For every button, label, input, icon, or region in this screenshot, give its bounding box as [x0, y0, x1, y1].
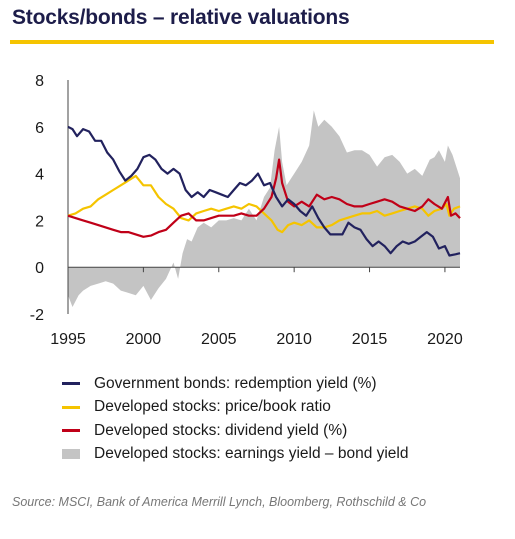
legend-label-bond-yield: Government bonds: redemption yield (%) — [94, 374, 377, 392]
x-tick-label: 2020 — [427, 331, 463, 348]
legend-label-earnings-gap: Developed stocks: earnings yield – bond … — [94, 445, 409, 463]
y-tick-label: 4 — [35, 167, 44, 184]
source-note: Source: MSCI, Bank of America Merrill Ly… — [12, 495, 427, 509]
title-underline — [10, 40, 494, 44]
legend-swatch-earnings-gap — [62, 449, 80, 460]
y-tick-label: 0 — [35, 260, 44, 277]
legend-item-price-book: Developed stocks: price/book ratio — [62, 396, 409, 420]
legend-label-price-book: Developed stocks: price/book ratio — [94, 398, 331, 416]
legend-swatch-dividend-yield — [62, 429, 80, 433]
legend-swatch-price-book — [62, 405, 80, 409]
x-tick-label: 2000 — [126, 331, 162, 348]
x-tick-label: 2010 — [276, 331, 312, 348]
chart-plot: 8 6 4 2 0 -2 1995 2000 2005 2010 2015 2020 — [30, 73, 463, 348]
chart-legend: Government bonds: redemption yield (%) D… — [62, 372, 409, 466]
y-tick-label: 8 — [35, 73, 44, 90]
x-tick-label: 1995 — [50, 331, 86, 348]
legend-item-bond-yield: Government bonds: redemption yield (%) — [62, 372, 409, 396]
y-tick-label: -2 — [30, 307, 44, 324]
y-tick-label: 2 — [35, 213, 44, 230]
x-tick-label: 2005 — [201, 331, 237, 348]
series-line-government-bonds-redemption-yield — [67, 125, 461, 257]
legend-item-dividend-yield: Developed stocks: dividend yield (%) — [62, 419, 409, 443]
series-line-developed-stocks-dividend-yield — [67, 158, 461, 238]
x-tick-label: 2015 — [352, 331, 388, 348]
legend-swatch-bond-yield — [62, 382, 80, 386]
legend-label-dividend-yield: Developed stocks: dividend yield (%) — [94, 421, 348, 439]
legend-item-earnings-gap: Developed stocks: earnings yield – bond … — [62, 443, 409, 467]
y-tick-label: 6 — [35, 120, 44, 137]
chart-title: Stocks/bonds – relative valuations — [12, 6, 350, 29]
